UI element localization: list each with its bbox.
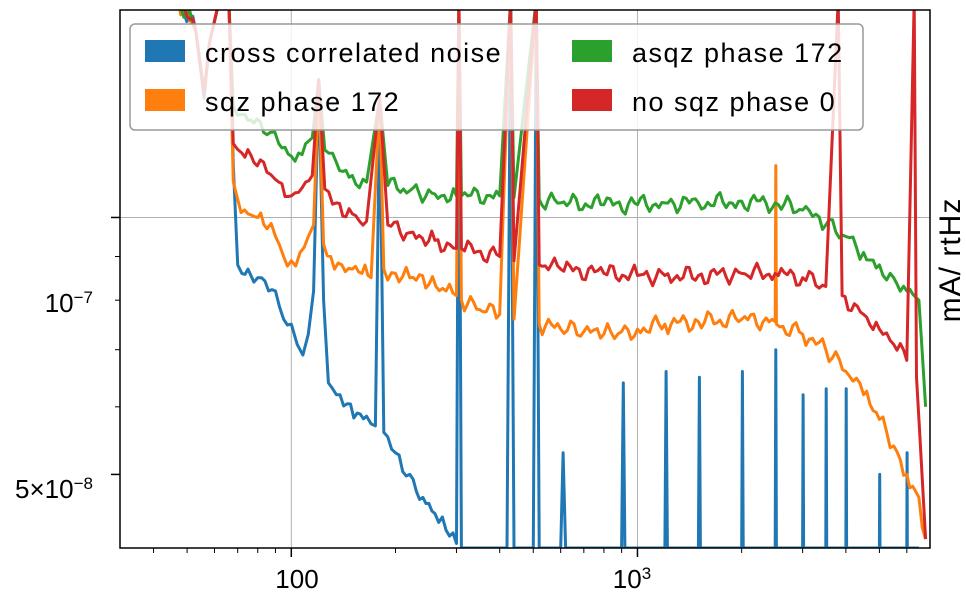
axis-ticks — [111, 216, 908, 557]
series-line-cross-correlated-noise — [181, 10, 919, 548]
series-line-no-sqz-phase-0 — [183, 10, 928, 540]
legend-label-sqz-phase-172: sqz phase 172 — [205, 87, 400, 117]
legend-box — [129, 23, 864, 131]
legend-swatch-no-sqz-phase-0 — [572, 89, 612, 111]
legend-label-no-sqz-phase-0: no sqz phase 0 — [632, 87, 836, 117]
legend-swatch-sqz-phase-172 — [145, 89, 185, 111]
x-tick-label-1000: 103 — [613, 564, 651, 593]
legend-label-cross-correlated-noise: cross correlated noise — [205, 38, 502, 68]
plot-series — [178, 10, 928, 548]
legend-label-asqz-phase-172: asqz phase 172 — [632, 38, 844, 68]
svg-text:100: 100 — [275, 564, 318, 593]
series-line-asqz-phase-172 — [179, 10, 928, 407]
y-axis-label: mA/ rtHz — [934, 198, 966, 323]
svg-text:103: 103 — [613, 564, 651, 593]
series-line-sqz-phase-172 — [178, 10, 928, 540]
y-tick-label-5e-8: 5×10−8 — [15, 474, 93, 505]
svg-text:10−7: 10−7 — [45, 288, 93, 319]
plot-frame — [119, 9, 931, 549]
x-tick-label-100: 100 — [275, 564, 318, 593]
legend: cross correlated noise sqz phase 172 asq… — [129, 23, 864, 131]
legend-swatch-cross-correlated-noise — [145, 40, 185, 62]
legend-swatch-asqz-phase-172 — [572, 40, 612, 62]
svg-text:5×10−8: 5×10−8 — [15, 474, 93, 505]
y-tick-label-1e-7: 10−7 — [45, 288, 93, 319]
